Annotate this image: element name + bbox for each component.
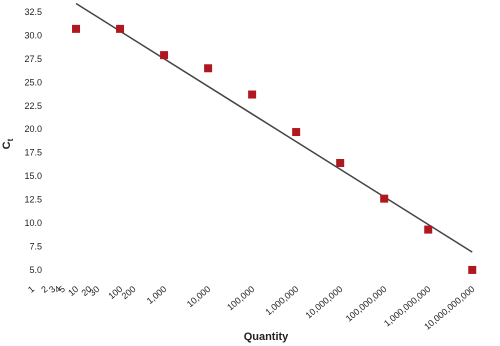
point [160, 51, 169, 60]
x-tick-label: 100,000 [225, 284, 256, 313]
x-tick-label: 200 [120, 284, 138, 301]
point [336, 158, 345, 167]
y-tick-label: 27.5 [24, 54, 42, 64]
y-axis-title: Ct [1, 138, 15, 149]
point [468, 265, 477, 274]
y-tick-label: 15.0 [24, 171, 42, 181]
point [204, 64, 213, 73]
x-tick-label: 100,000,000 [344, 284, 389, 324]
point [424, 225, 433, 234]
y-tick-label: 32.5 [24, 7, 42, 17]
y-tick-label: 30.0 [24, 30, 42, 40]
x-tick-label: 3 [47, 284, 57, 295]
y-tick-label: 5.0 [29, 265, 42, 275]
x-tick-label: 20 [79, 284, 93, 298]
point [292, 128, 301, 137]
x-tick-label: 5 [57, 284, 67, 295]
trendline [75, 2, 473, 253]
y-tick-label: 20.0 [24, 124, 42, 134]
point [248, 90, 257, 99]
x-tick-label: 1 [26, 284, 36, 295]
x-axis-title: Quantity [244, 331, 289, 343]
y-axis-title-sub: t [6, 138, 15, 141]
x-tick-label: 10,000,000 [304, 284, 345, 321]
y-tick-label: 10.0 [24, 218, 42, 228]
y-tick-label: 7.5 [29, 241, 42, 251]
point [72, 24, 81, 33]
y-tick-label: 17.5 [24, 148, 42, 158]
point [116, 24, 125, 33]
x-tick-label: 1,000,000 [263, 284, 300, 317]
y-tick-label: 22.5 [24, 101, 42, 111]
x-tick-label: 4 [53, 284, 63, 295]
point [380, 194, 389, 203]
y-axis-title-main: C [1, 141, 13, 149]
x-tick-label: 30 [87, 284, 101, 298]
y-tick-label: 25.0 [24, 77, 42, 87]
x-tick-label: 10 [66, 284, 80, 298]
y-tick-label: 12.5 [24, 195, 42, 205]
x-tick-label: 10,000 [185, 284, 213, 309]
x-tick-label: 2 [39, 284, 49, 295]
x-tick-label: 1,000 [145, 284, 169, 306]
